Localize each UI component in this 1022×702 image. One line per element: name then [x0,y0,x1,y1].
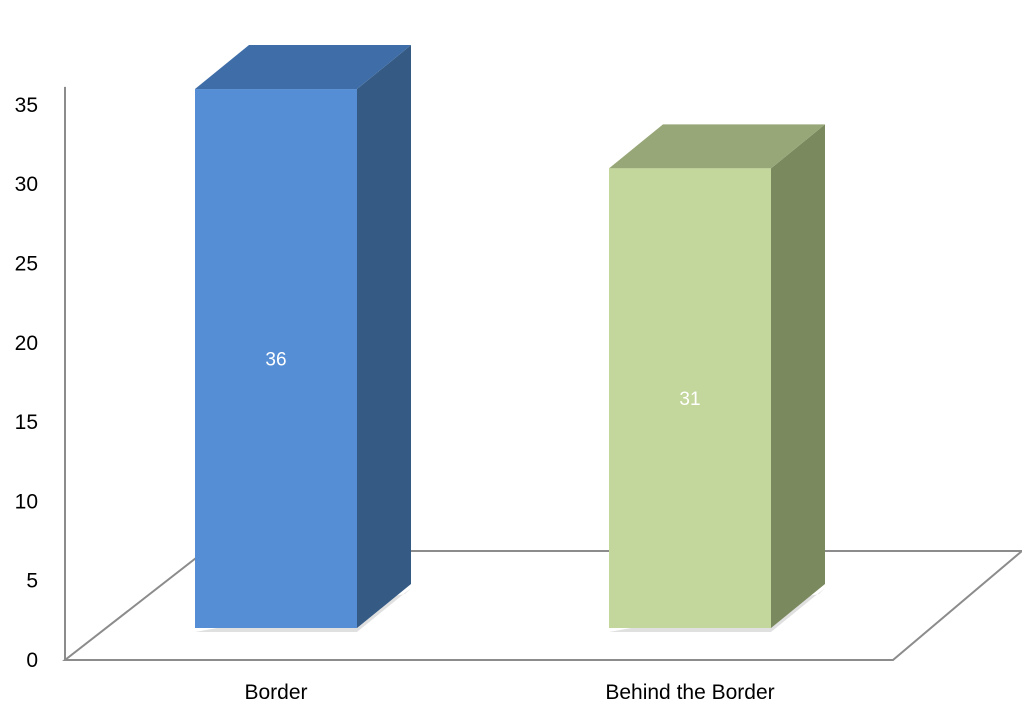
y-tick-label: 30 [15,173,38,196]
bars [195,45,825,632]
y-tick-label: 0 [26,649,38,672]
y-tick-label: 10 [15,490,38,513]
labels: 0 5 10 15 20 25 30 35 36 Border 31 Behind the Borde… [15,94,775,702]
bar-side-face [357,45,411,629]
chart-floor [62,550,1022,661]
bar-top-face [609,124,825,169]
bar-top-face [195,45,411,90]
bar-side-face [771,124,825,628]
y-tick-label: 5 [26,570,38,593]
floor-plane [62,550,1022,661]
bar-border [195,45,411,632]
data-label: 36 [265,350,286,371]
y-tick-label: 25 [15,253,38,276]
data-label: 31 [679,389,700,410]
bar-front-face [609,168,771,628]
bar-front-face [195,89,357,629]
category-label: Border [244,681,307,702]
y-tick-label: 15 [15,411,38,434]
bar-behind-the-border [609,124,825,632]
category-label: Behind the Border [605,681,774,702]
y-tick-label: 20 [15,332,38,355]
y-tick-label: 35 [15,94,38,117]
